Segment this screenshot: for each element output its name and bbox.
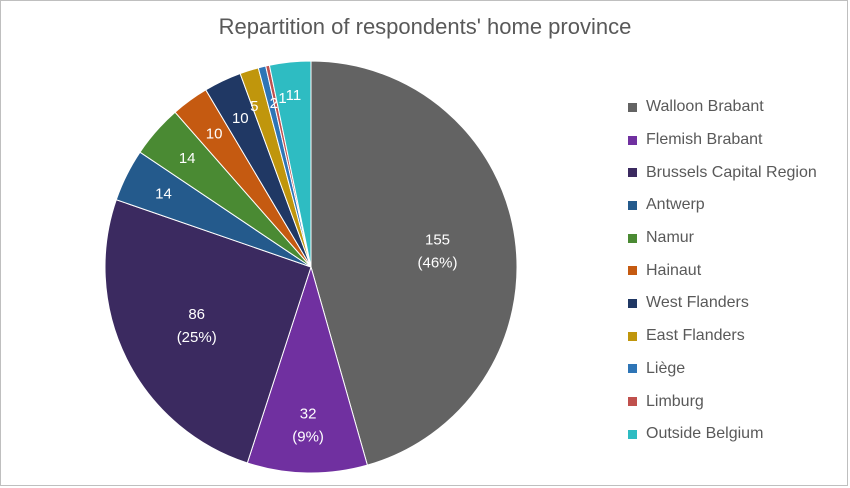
legend-label: Hainaut bbox=[646, 261, 702, 279]
legend-label: Outside Belgium bbox=[646, 425, 764, 443]
legend-item-flemish-brabant: Flemish Brabant bbox=[628, 124, 817, 157]
legend-item-antwerp: Antwerp bbox=[628, 189, 817, 222]
legend-label: Antwerp bbox=[646, 196, 705, 214]
pie-label-hainaut: 10 bbox=[206, 126, 223, 143]
pie-label-west-flanders: 10 bbox=[232, 110, 249, 127]
pie-label-east-flanders: 5 bbox=[250, 98, 258, 115]
legend-item-hainaut: Hainaut bbox=[628, 254, 817, 287]
legend-item-west-flanders: West Flanders bbox=[628, 287, 817, 320]
pie-slices bbox=[104, 60, 518, 474]
chart-title: Repartition of respondents' home provinc… bbox=[218, 14, 632, 39]
pie-label-walloon-brabant: 155 bbox=[425, 231, 450, 248]
legend-swatch bbox=[628, 135, 637, 145]
legend-item-walloon-brabant: Walloon Brabant bbox=[628, 91, 817, 124]
legend-swatch bbox=[628, 102, 637, 112]
pie-label-antwerp: 14 bbox=[155, 186, 172, 203]
pie-slice-outside-belgium bbox=[268, 60, 312, 268]
legend-label: Namur bbox=[646, 229, 695, 247]
legend-swatch bbox=[628, 233, 637, 243]
legend-item-outside-belgium: Outside Belgium bbox=[628, 418, 817, 451]
pie-label-liege: 2 bbox=[270, 95, 278, 112]
pie-percent-walloon-brabant: (46%) bbox=[417, 254, 457, 271]
legend-swatch bbox=[628, 298, 637, 308]
legend-item-limburg: Limburg bbox=[628, 385, 817, 418]
pie-slice-brussels-capital-region bbox=[104, 199, 312, 464]
pie-label-outside-belgium: 11 bbox=[286, 87, 302, 104]
legend-label: Walloon Brabant bbox=[646, 98, 764, 116]
legend-swatch bbox=[628, 429, 637, 439]
legend-label: Limburg bbox=[646, 392, 704, 410]
pie-slice-flemish-brabant bbox=[246, 265, 368, 474]
legend-swatch bbox=[628, 200, 637, 210]
legend-swatch bbox=[628, 397, 637, 407]
legend-swatch bbox=[628, 168, 637, 178]
pie-percent-flemish-brabant: (9%) bbox=[292, 429, 324, 446]
legend-swatch bbox=[628, 331, 637, 341]
chart-legend: Walloon Brabant Flemish Brabant Brussels C… bbox=[628, 91, 817, 451]
legend-item-liege: Liège bbox=[628, 353, 817, 386]
pie-slice-walloon-brabant bbox=[310, 60, 518, 466]
legend-label: Liège bbox=[646, 359, 686, 377]
legend-label: Flemish Brabant bbox=[646, 131, 763, 149]
legend-swatch bbox=[628, 364, 637, 374]
legend-item-namur: Namur bbox=[628, 222, 817, 255]
pie-percent-brussels-capital-region: (25%) bbox=[177, 329, 217, 346]
pie-label-namur: 14 bbox=[179, 150, 196, 167]
legend-item-east-flanders: East Flanders bbox=[628, 320, 817, 353]
legend-label: East Flanders bbox=[646, 327, 745, 345]
legend-swatch bbox=[628, 266, 637, 276]
pie-label-flemish-brabant: 32 bbox=[300, 406, 317, 423]
legend-label: West Flanders bbox=[646, 294, 749, 312]
legend-item-brussels-capital-region: Brussels Capital Region bbox=[628, 156, 817, 189]
pie-label-limburg: 1 bbox=[278, 90, 286, 107]
pie-label-brussels-capital-region: 86 bbox=[188, 306, 205, 323]
legend-label: Brussels Capital Region bbox=[646, 163, 817, 181]
